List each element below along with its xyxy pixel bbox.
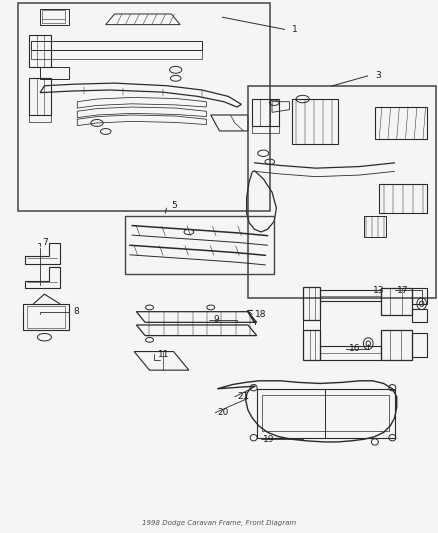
Text: 5: 5 [171,201,177,210]
Text: 18: 18 [254,310,265,319]
Text: 11: 11 [158,350,170,359]
Text: 16: 16 [348,344,359,353]
Text: 1998 Dodge Caravan Frame, Front Diagram: 1998 Dodge Caravan Frame, Front Diagram [142,520,296,526]
Text: 1: 1 [291,26,297,35]
Text: 3: 3 [374,70,380,79]
Text: 21: 21 [237,392,248,401]
Text: 17: 17 [396,286,407,295]
Text: 13: 13 [372,286,383,295]
Text: 9: 9 [212,315,218,324]
Text: 7: 7 [42,238,48,247]
Text: 19: 19 [263,435,274,444]
Text: 20: 20 [217,408,228,417]
Text: 8: 8 [73,307,78,316]
